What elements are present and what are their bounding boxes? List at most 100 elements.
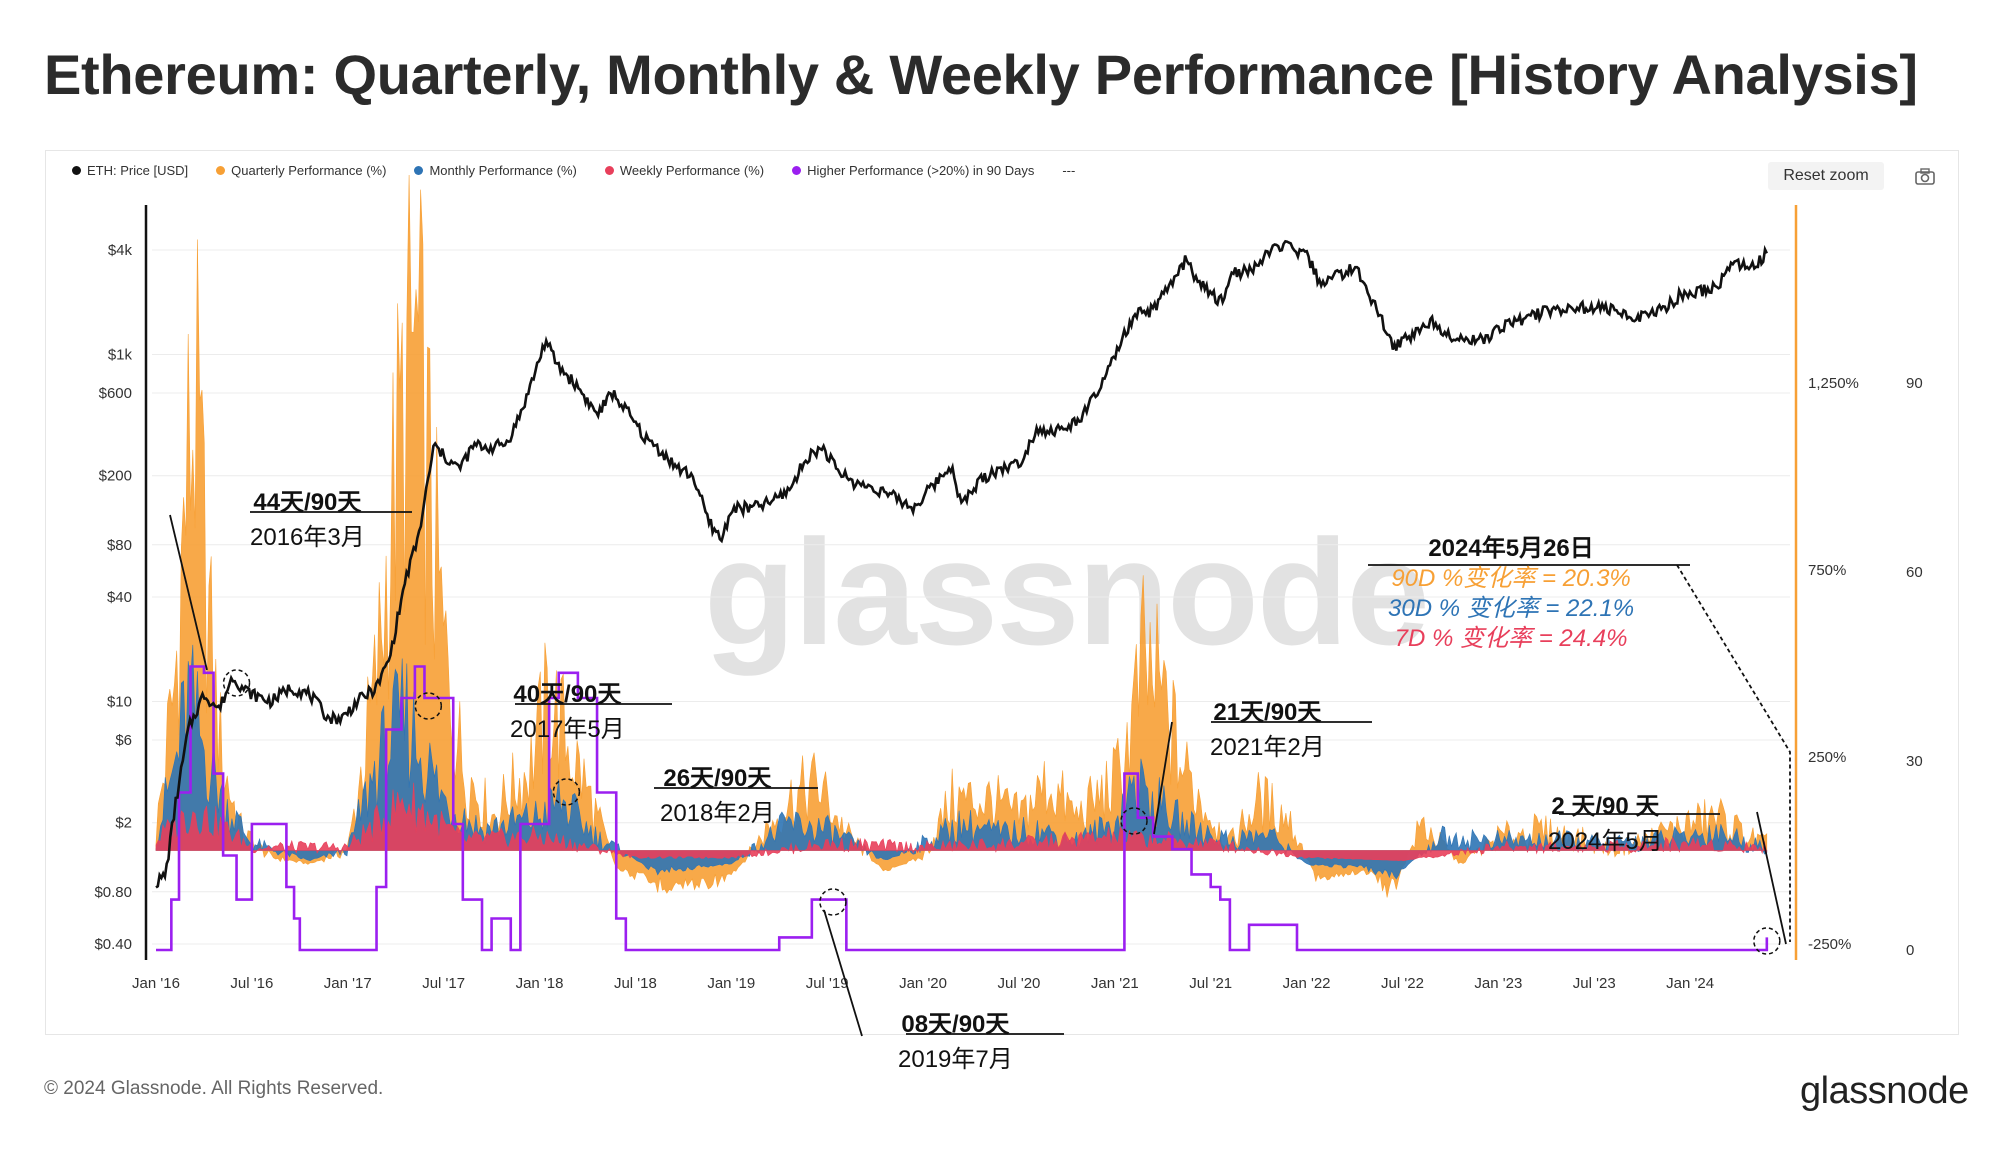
y-left-tick-label: $200 — [99, 468, 132, 485]
annotation-date: 2018年2月 — [660, 800, 775, 827]
annotation-days: 2 天/90 天 — [1551, 793, 1660, 820]
y-left-tick-label: $10 — [107, 693, 132, 710]
legend-marker — [604, 166, 614, 175]
x-tick-label: Jul '16 — [230, 975, 273, 992]
y-left-tick-label: $0.40 — [94, 936, 132, 953]
x-tick-label: Jul '21 — [1189, 975, 1232, 992]
summary-date: 2024年5月26日 — [1428, 535, 1594, 562]
series-price-line — [155, 239, 1768, 889]
y-right-tick-label: 60 — [1906, 564, 1923, 581]
x-tick-label: Jul '20 — [997, 975, 1040, 992]
legend-label: Higher Performance (>20%) in 90 Days — [807, 163, 1035, 178]
legend-marker — [216, 166, 226, 175]
legend-item-higher[interactable]: Higher Performance (>20%) in 90 Days — [792, 163, 1034, 178]
annotation-days: 26天/90天 — [663, 765, 772, 792]
x-tick-label: Jan '19 — [707, 975, 755, 992]
watermark: glassnode — [704, 508, 1430, 676]
annotation-2019: 08天/90天 2019年7月 — [898, 1004, 1013, 1074]
x-tick-label: Jul '22 — [1381, 975, 1424, 992]
x-tick-label: Jan '23 — [1474, 975, 1522, 992]
chart-legend: ETH: Price [USD] Quarterly Performance (… — [72, 163, 1075, 178]
reset-zoom-button[interactable]: Reset zoom — [1768, 162, 1884, 190]
summary-box: 2024年5月26日 90D %变化率 = 20.3% 30D % 变化率 = … — [1388, 534, 1634, 654]
legend-item-price[interactable]: ETH: Price [USD] — [72, 163, 188, 178]
annotation-2016: 44天/90天 2016年3月 — [250, 482, 365, 552]
legend-marker — [792, 166, 802, 175]
annotation-date: 2016年3月 — [250, 524, 365, 551]
y-left-tick-label: $0.80 — [94, 884, 132, 901]
annotation-circle — [552, 778, 581, 806]
x-tick-label: Jan '17 — [324, 975, 372, 992]
summary-7d: 7D % 变化率 = 24.4% — [1394, 625, 1628, 652]
page-title: Ethereum: Quarterly, Monthly & Weekly Pe… — [44, 43, 1918, 106]
annotation-date: 2017年5月 — [510, 716, 625, 743]
y-left-tick-label: $2 — [115, 815, 132, 832]
annotation-days: 21天/90天 — [1213, 699, 1322, 726]
legend-label: ETH: Price [USD] — [87, 163, 189, 178]
summary-pointer-dotted — [1676, 564, 1791, 942]
footer-logo: glassnode — [1800, 1070, 1969, 1112]
x-tick-label: Jan '22 — [1283, 975, 1331, 992]
legend-label: Monthly Performance (%) — [429, 163, 577, 178]
y-right-tick-label: 90 — [1906, 375, 1923, 392]
y-left-tick-label: $80 — [107, 537, 132, 554]
y-right-tick-label: 30 — [1906, 753, 1923, 770]
legend-item-dashes[interactable]: --- — [1062, 163, 1075, 178]
legend-label: Weekly Performance (%) — [619, 163, 765, 178]
annotation-pointer-line — [169, 514, 208, 671]
annotation-circle — [414, 692, 443, 720]
annotation-2018: 26天/90天 2018年2月 — [660, 758, 775, 828]
x-tick-label: Jan '20 — [899, 975, 947, 992]
series-higher-line — [156, 665, 1769, 952]
legend-label: Quarterly Performance (%) — [231, 163, 387, 178]
annotation-days: 44天/90天 — [253, 489, 362, 516]
y-mid-tick-label: -250% — [1808, 936, 1851, 953]
x-tick-label: Jan '24 — [1666, 975, 1714, 992]
legend-item-quarterly[interactable]: Quarterly Performance (%) — [216, 163, 386, 178]
summary-30d: 30D % 变化率 = 22.1% — [1388, 595, 1635, 622]
annotation-2021: 21天/90天 2021年2月 — [1210, 692, 1325, 762]
chart-frame — [45, 150, 1959, 1035]
x-tick-label: Jul '23 — [1573, 975, 1616, 992]
y-left-tick-label: $600 — [99, 385, 132, 402]
legend-item-monthly[interactable]: Monthly Performance (%) — [414, 163, 577, 178]
summary-90d: 90D %变化率 = 20.3% — [1391, 565, 1631, 592]
series-monthly-area — [155, 644, 1768, 880]
series-weekly-area — [155, 782, 1768, 862]
series-quarterly-area — [155, 174, 1768, 898]
legend-marker — [72, 166, 81, 175]
annotation-circle — [819, 888, 847, 916]
y-mid-tick-label: 1,250% — [1808, 375, 1859, 392]
annotation-2024: 2 天/90 天 2024年5月 — [1548, 786, 1663, 856]
x-tick-label: Jul '19 — [806, 975, 849, 992]
annotation-circle — [222, 669, 251, 697]
x-tick-label: Jul '17 — [422, 975, 465, 992]
y-left-tick-label: $40 — [107, 589, 132, 606]
y-right-tick-label: 0 — [1906, 942, 1914, 959]
annotation-circle — [1120, 807, 1148, 835]
annotation-date: 2024年5月 — [1548, 828, 1663, 855]
x-tick-label: Jan '21 — [1091, 975, 1139, 992]
x-tick-label: Jul '18 — [614, 975, 657, 992]
legend-label: --- — [1062, 163, 1076, 178]
x-tick-label: Jan '16 — [132, 975, 180, 992]
annotation-2017: 40天/90天 2017年5月 — [510, 674, 625, 744]
camera-icon[interactable] — [1914, 166, 1936, 188]
annotation-date: 2019年7月 — [898, 1046, 1013, 1073]
legend-marker — [414, 166, 424, 175]
y-mid-tick-label: 750% — [1808, 562, 1846, 579]
annotation-circle — [1753, 927, 1781, 955]
annotation-pointer-line — [823, 909, 863, 1037]
annotation-days: 08天/90天 — [901, 1011, 1010, 1038]
annotation-pointer-line — [1756, 811, 1787, 945]
y-left-tick-label: $6 — [115, 732, 132, 749]
legend-item-weekly[interactable]: Weekly Performance (%) — [604, 163, 765, 178]
y-left-tick-label: $1k — [108, 346, 133, 363]
annotation-pointer-line — [1153, 721, 1173, 835]
y-left-tick-label: $4k — [108, 242, 133, 259]
annotation-days: 40天/90天 — [513, 681, 622, 708]
footer-copyright: © 2024 Glassnode. All Rights Reserved. — [44, 1078, 384, 1099]
y-mid-tick-label: 250% — [1808, 749, 1846, 766]
x-tick-label: Jan '18 — [516, 975, 564, 992]
